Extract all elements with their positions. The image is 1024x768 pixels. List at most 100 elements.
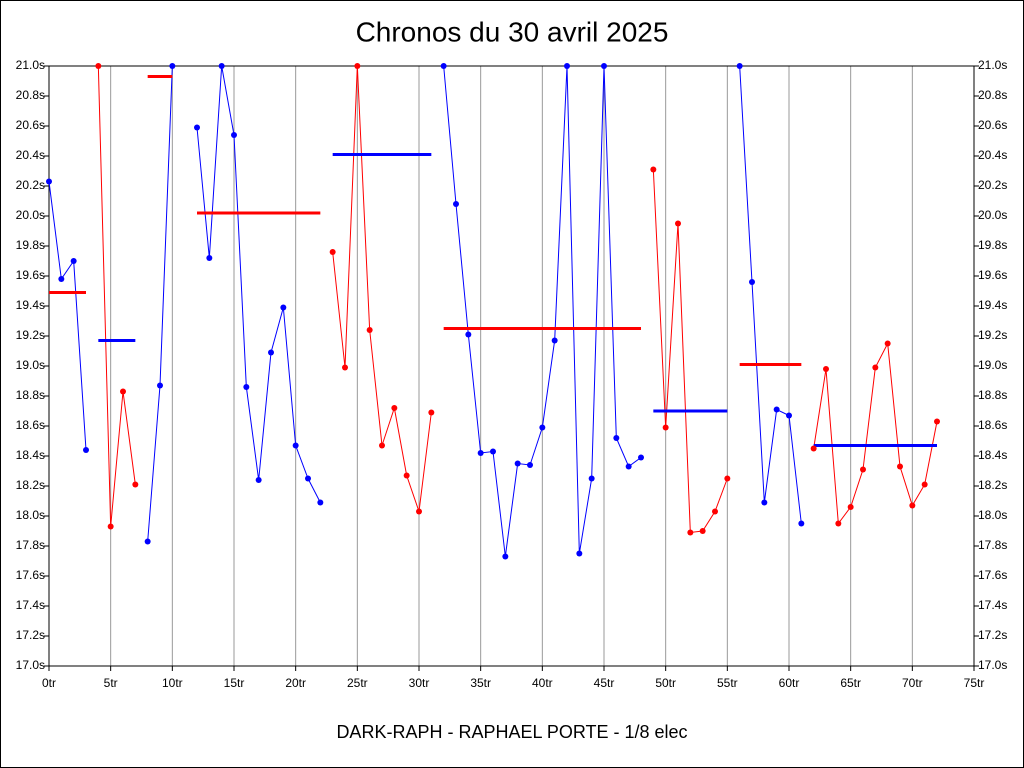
data-point: [354, 63, 361, 69]
y-tick-label: 19.4s: [16, 298, 45, 312]
data-point: [416, 508, 422, 515]
y-tick-label: 20.2s: [16, 178, 45, 192]
x-tick-label: 45tr: [594, 676, 615, 690]
x-tick-label: 60tr: [779, 676, 800, 690]
x-tick-label: 65tr: [840, 676, 861, 690]
data-point: [884, 340, 891, 347]
y-tick-label: 20.4s: [16, 148, 45, 162]
y-tick-label: 21.0s: [16, 58, 45, 72]
data-point: [58, 276, 65, 282]
data-point: [465, 331, 472, 338]
data-point: [527, 462, 533, 468]
series-line: [97, 65, 136, 527]
y-tick-label: 18.2s: [16, 478, 45, 492]
y-tick-label: 17.4s: [978, 598, 1007, 612]
data-point: [453, 201, 459, 207]
data-point: [835, 520, 842, 527]
y-tick-label: 18.4s: [978, 448, 1007, 462]
y-tick-label: 18.2s: [978, 478, 1007, 492]
x-tick-label: 35tr: [470, 676, 491, 690]
data-point: [132, 481, 139, 488]
data-point: [305, 475, 311, 482]
y-tick-label: 17.2s: [978, 628, 1007, 642]
y-tick-label: 19.0s: [16, 358, 45, 372]
series-line: [739, 65, 802, 524]
y-tick-label: 18.0s: [16, 508, 45, 522]
data-point: [379, 442, 385, 449]
y-tick-label: 20.0s: [16, 208, 45, 222]
data-point: [810, 445, 817, 452]
y-tick-label: 20.6s: [16, 118, 45, 132]
y-tick-label: 18.0s: [978, 508, 1007, 522]
x-tick-label: 50tr: [655, 676, 676, 690]
x-tick-label: 5tr: [104, 676, 118, 690]
y-tick-label: 20.2s: [978, 178, 1007, 192]
x-tick-label: 40tr: [532, 676, 553, 690]
data-point: [638, 454, 644, 461]
y-tick-label: 17.6s: [16, 568, 45, 582]
y-tick-label: 19.6s: [16, 268, 45, 282]
x-tick-label: 10tr: [162, 676, 183, 690]
data-point: [872, 364, 879, 371]
data-point: [588, 475, 595, 482]
data-point: [120, 388, 126, 395]
y-tick-label: 20.6s: [978, 118, 1007, 132]
data-point: [761, 499, 768, 506]
data-point: [95, 63, 102, 69]
y-tick-label: 20.8s: [978, 88, 1007, 102]
data-point: [934, 418, 940, 425]
data-point: [231, 132, 237, 138]
data-point: [329, 249, 336, 255]
y-tick-label: 18.6s: [978, 418, 1007, 432]
x-tick-label: 25tr: [347, 676, 368, 690]
data-point: [786, 412, 792, 419]
data-point: [539, 424, 546, 431]
x-tick-label: 20tr: [285, 676, 306, 690]
data-point: [662, 424, 669, 431]
data-point: [564, 63, 570, 69]
data-point: [317, 499, 324, 506]
data-point: [440, 63, 447, 69]
data-point: [514, 460, 521, 467]
data-point: [194, 124, 200, 131]
y-tick-label: 19.4s: [978, 298, 1007, 312]
data-point: [366, 327, 373, 333]
data-point: [625, 463, 632, 470]
data-point: [107, 523, 114, 530]
y-tick-label: 17.0s: [16, 658, 45, 672]
x-tick-label: 30tr: [409, 676, 430, 690]
data-point: [687, 529, 694, 536]
chart-title: Chronos du 30 avril 2025: [356, 16, 669, 47]
y-tick-label: 18.6s: [16, 418, 45, 432]
data-point: [921, 481, 928, 488]
data-point: [428, 409, 435, 416]
data-point: [144, 538, 151, 545]
data-point: [724, 475, 731, 482]
data-point: [292, 442, 299, 449]
y-tick-label: 17.8s: [16, 538, 45, 552]
data-point: [83, 447, 89, 453]
y-tick-label: 19.0s: [978, 358, 1007, 372]
data-point: [243, 384, 250, 390]
data-point: [823, 366, 829, 372]
data-point: [255, 477, 262, 483]
y-tick-label: 20.8s: [16, 88, 45, 102]
y-tick-label: 19.2s: [16, 328, 45, 342]
data-point: [206, 255, 213, 261]
data-point: [502, 553, 509, 560]
y-tick-label: 19.8s: [16, 238, 45, 252]
data-point: [860, 466, 866, 473]
y-tick-label: 19.8s: [978, 238, 1007, 252]
data-point: [391, 405, 398, 411]
x-tick-label: 0tr: [42, 676, 56, 690]
data-point: [576, 550, 583, 557]
data-point: [699, 528, 706, 534]
x-tick-label: 55tr: [717, 676, 738, 690]
data-point: [847, 504, 854, 510]
data-point: [749, 279, 755, 285]
data-point: [551, 337, 558, 344]
data-point: [909, 502, 916, 509]
